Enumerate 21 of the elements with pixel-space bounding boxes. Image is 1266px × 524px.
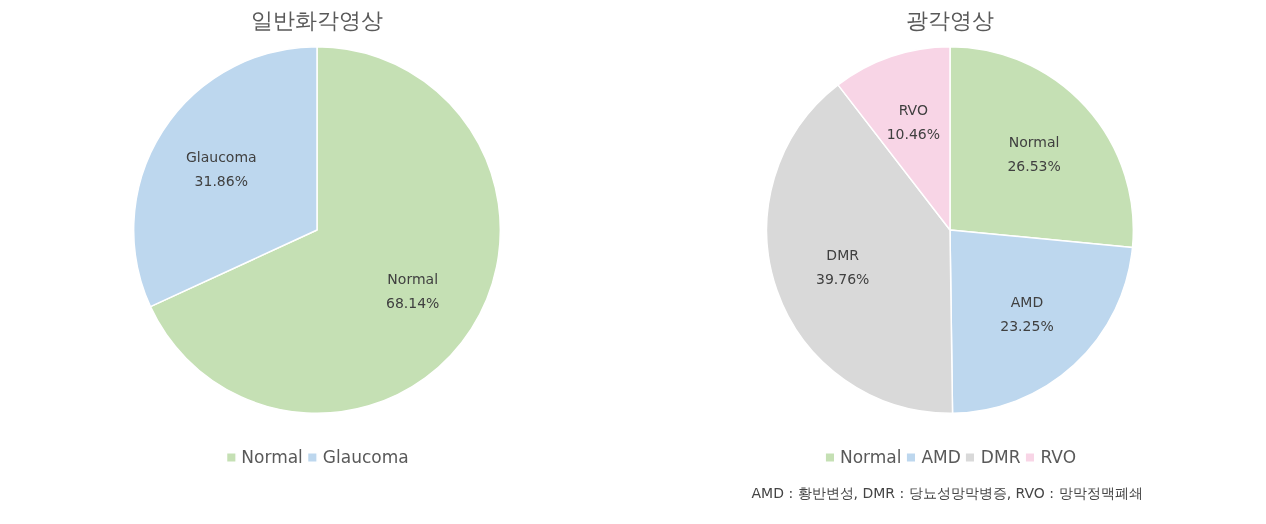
chart-title: 광각영상 — [906, 7, 994, 33]
legend-label: Normal — [839, 447, 902, 467]
data-label: 68.14% — [386, 295, 440, 312]
chart-title: 일반화각영상 — [251, 7, 383, 33]
legend-label: AMD — [921, 447, 961, 467]
slice-label: AMD — [1010, 293, 1044, 310]
legend-label: Normal — [241, 447, 303, 467]
slice-label: RVO — [898, 102, 928, 119]
slice-label: Glaucoma — [185, 148, 257, 165]
data-label: 26.53% — [1007, 157, 1061, 174]
data-label: 31.86% — [194, 172, 248, 189]
data-label: 23.25% — [1000, 317, 1054, 334]
data-label: 39.76% — [815, 271, 870, 288]
slice-label: DMR — [826, 247, 860, 264]
legend-label: Glaucoma — [322, 447, 409, 467]
legend-label: RVO — [1040, 447, 1077, 467]
legend-label: DMR — [980, 447, 1021, 467]
slice-label: Normal — [1008, 133, 1060, 150]
slice-label: Normal — [387, 271, 439, 288]
data-label: 10.46% — [886, 126, 941, 143]
text: AMD : 황반변성, DMR : 당뇨성망막병증, RVO : 망막정맥폐쇄 — [751, 484, 1143, 501]
